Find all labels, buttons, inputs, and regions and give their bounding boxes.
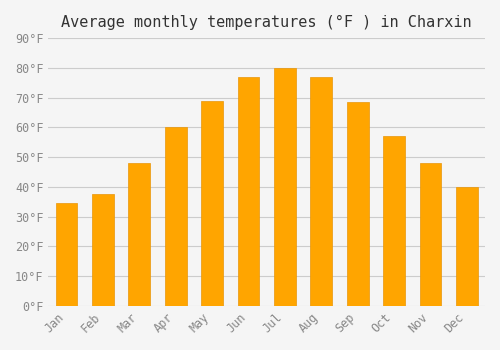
Bar xyxy=(274,68,296,306)
Bar xyxy=(56,203,78,306)
Bar xyxy=(238,77,260,306)
Bar xyxy=(383,136,405,306)
Bar xyxy=(201,100,223,306)
Title: Average monthly temperatures (°F ) in Charxin: Average monthly temperatures (°F ) in Ch… xyxy=(62,15,472,30)
Bar xyxy=(420,163,442,306)
Bar xyxy=(165,127,186,306)
Bar xyxy=(346,102,368,306)
Bar xyxy=(92,194,114,306)
Bar xyxy=(310,77,332,306)
Bar xyxy=(456,187,477,306)
Bar xyxy=(128,163,150,306)
